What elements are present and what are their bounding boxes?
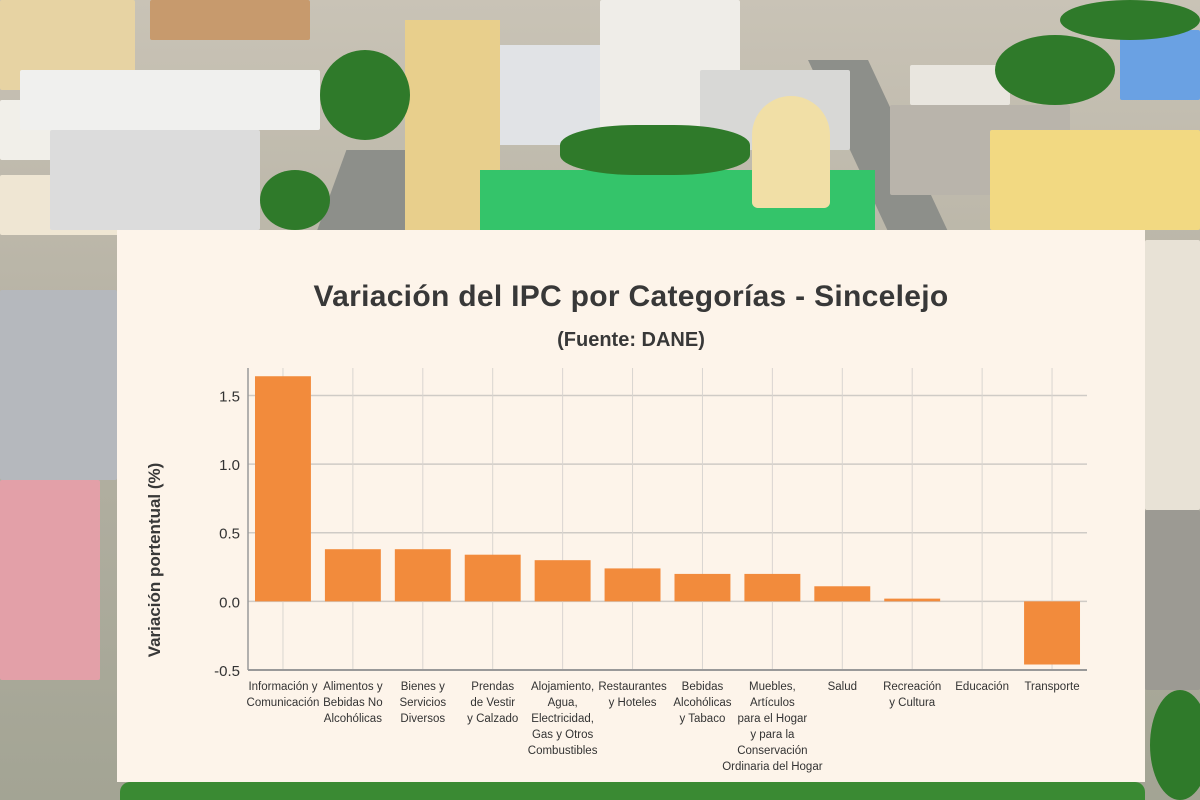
x-tick-label-line: Conservación: [737, 745, 807, 757]
x-tick-label-line: Prendas: [471, 681, 514, 693]
bar: [324, 549, 381, 602]
bar: [884, 598, 941, 602]
x-tick-label: Información y Comunicación: [247, 681, 320, 709]
x-tick-label: Bienes y Servicios Diversos: [399, 681, 446, 725]
x-tick-label-line: Comunicación: [247, 697, 320, 709]
y-tick-label: 0.5: [219, 526, 240, 543]
x-tick-label-line: Recreación: [883, 681, 941, 693]
x-tick-label-line: Bienes y: [401, 681, 445, 693]
x-tick-label-line: Alcohólicas: [673, 697, 731, 709]
x-tick-label: Educación: [955, 681, 1009, 693]
x-tick-label-line: Bebidas No: [323, 697, 382, 709]
bar: [464, 554, 521, 602]
x-tick-label: Recreación y Cultura: [883, 681, 941, 709]
x-tick-label: Transporte: [1024, 681, 1079, 693]
x-tick-label: Prendas de Vestir y Calzado: [467, 681, 518, 725]
y-tick-label: -0.5: [214, 663, 240, 680]
x-tick-label: Salud: [828, 681, 857, 693]
bar: [254, 376, 311, 602]
x-tick-label: Restaurantes y Hoteles: [598, 681, 667, 709]
x-tick-label: Bebidas Alcohólicas y Tabaco: [673, 681, 731, 725]
bar: [674, 573, 731, 602]
x-tick-label-line: Alojamiento,: [531, 681, 594, 693]
y-tick-label: 1.5: [219, 388, 240, 405]
x-tick-label-line: Combustibles: [528, 745, 598, 757]
x-tick-label-line: Alimentos y: [323, 681, 383, 693]
x-tick-label-line: de Vestir: [470, 697, 515, 709]
chart-panel: Variación del IPC por Categorías - Since…: [117, 230, 1145, 782]
x-tick-label-line: Bebidas: [682, 681, 724, 693]
x-tick-label-line: Salud: [828, 681, 857, 693]
x-tick-label-line: Educación: [955, 681, 1009, 693]
x-tick-label-line: Muebles,: [749, 681, 796, 693]
y-tick-label: 1.0: [219, 457, 240, 474]
x-tick-label-line: y Hoteles: [609, 697, 657, 709]
x-tick-label-line: y para la: [750, 729, 795, 741]
x-tick-label-line: para el Hogar: [738, 713, 808, 725]
x-tick-label-line: Electricidad,: [531, 713, 594, 725]
bar: [394, 549, 451, 602]
bar-chart: 1.5 1.0 0.5 0.0 -0.5 Información y Comunicació…: [214, 368, 1087, 773]
bar: [534, 560, 591, 602]
x-tick-label-line: Gas y Otros: [532, 729, 594, 741]
x-tick-label-line: Alcohólicas: [324, 713, 382, 725]
x-tick-label-line: Transporte: [1024, 681, 1079, 693]
x-tick-label-line: Servicios: [399, 697, 446, 709]
x-tick-label-line: y Tabaco: [680, 713, 726, 725]
bar: [744, 573, 801, 602]
bar: [814, 586, 871, 602]
bar: [604, 568, 661, 602]
x-tick-label: Alimentos y Bebidas No Alcohólicas: [323, 681, 383, 725]
x-tick-label-line: Artículos: [750, 697, 795, 709]
x-tick-label: Muebles, Artículos para el Hogar y para la C…: [722, 681, 823, 773]
x-tick-label: Alojamiento, Agua, Electricidad, Gas y Otro…: [528, 681, 598, 757]
x-tick-label-line: y Calzado: [467, 713, 518, 725]
x-tick-label-line: Información y: [248, 681, 317, 693]
x-tick-label-line: Diversos: [400, 713, 445, 725]
bar: [1024, 601, 1081, 665]
x-tick-label-line: Restaurantes: [598, 681, 667, 693]
x-tick-label-line: Agua,: [548, 697, 578, 709]
chart-subtitle: (Fuente: DANE): [557, 329, 705, 351]
x-tick-label-line: Ordinaria del Hogar: [722, 761, 823, 773]
chart-title: Variación del IPC por Categorías - Since…: [313, 280, 949, 313]
x-tick-label-line: y Cultura: [889, 697, 936, 709]
y-tick-label: 0.0: [219, 594, 240, 611]
